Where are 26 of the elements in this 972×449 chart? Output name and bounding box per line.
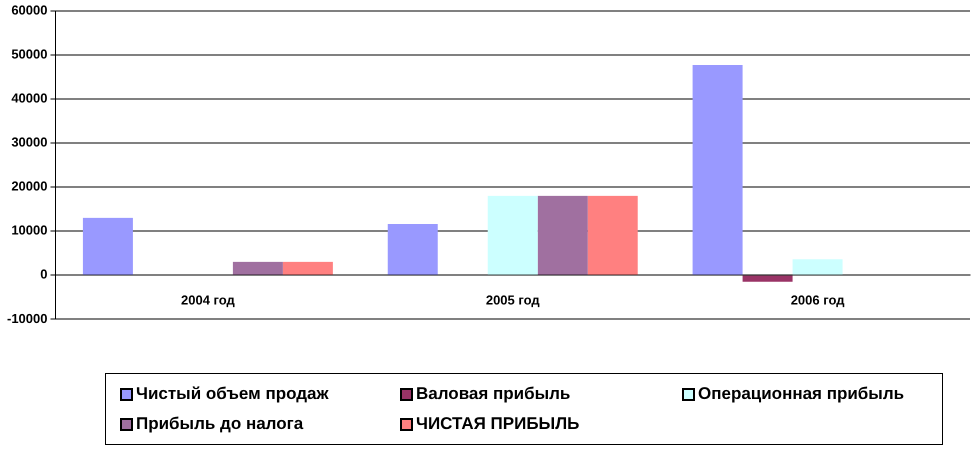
legend-label: Операционная прибыль xyxy=(698,384,904,404)
bar xyxy=(792,259,843,275)
legend-label: Прибыль до налога xyxy=(136,414,304,434)
y-tick-label: -10000 xyxy=(6,310,48,326)
bar xyxy=(232,262,283,275)
y-tick-label: 60000 xyxy=(11,2,48,18)
legend-label: ЧИСТАЯ ПРИБЫЛЬ xyxy=(416,414,580,434)
y-tick-label: 50000 xyxy=(11,46,48,62)
x-tick-label: 2006 год xyxy=(790,292,846,308)
legend-label: Валовая прибыль xyxy=(416,384,570,404)
bar xyxy=(692,64,743,275)
bar xyxy=(588,196,638,275)
bar xyxy=(282,262,333,275)
bar xyxy=(388,224,438,275)
bar xyxy=(538,196,588,275)
legend-label: Чистый объем продаж xyxy=(136,384,329,404)
y-tick-label: 40000 xyxy=(11,90,48,106)
bar xyxy=(488,196,538,275)
x-tick-label: 2005 год xyxy=(486,292,540,308)
x-tick-label: 2004 год xyxy=(181,292,236,308)
y-tick-label: 0 xyxy=(40,266,48,282)
bar xyxy=(82,218,133,275)
y-tick-label: 30000 xyxy=(11,134,48,150)
bar xyxy=(742,276,793,282)
y-tick-label: 20000 xyxy=(11,178,48,194)
y-tick-label: 10000 xyxy=(11,222,48,238)
